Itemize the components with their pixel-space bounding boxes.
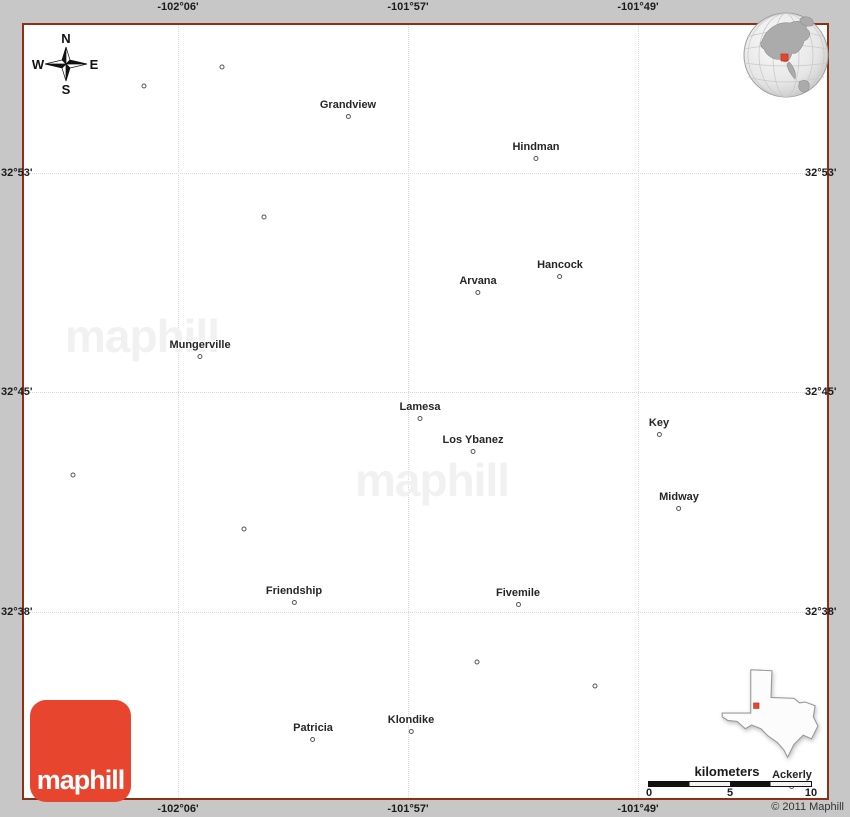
grid-line-vertical <box>638 25 639 798</box>
scale-unit-label: kilometers <box>694 764 760 779</box>
globe-landmass <box>760 16 814 93</box>
place-dot <box>470 449 476 454</box>
place-marker: Los Ybanez <box>442 434 504 454</box>
maphill-logo[interactable]: maphill <box>30 700 131 802</box>
place-marker: Key <box>649 417 669 437</box>
axis-label-latitude: 32°45' <box>1 386 33 398</box>
axis-label-longitude: -101°57' <box>387 803 429 815</box>
place-label: Mungerville <box>169 339 231 351</box>
axis-label-latitude: 32°38' <box>1 606 33 618</box>
grid-line-horizontal <box>24 173 827 174</box>
settlement-dot <box>592 683 598 689</box>
place-label: Los Ybanez <box>442 434 504 446</box>
axis-label-longitude: -101°57' <box>387 1 429 13</box>
watermark: maphill <box>64 310 220 362</box>
place-label: Lamesa <box>399 401 441 413</box>
scale-bar <box>648 781 812 787</box>
place-marker: Mungerville <box>169 339 231 359</box>
place-label: Friendship <box>265 585 323 597</box>
compass-east-label: E <box>90 57 99 72</box>
place-label: Ackerly <box>772 769 812 781</box>
place-marker: Hancock <box>537 259 583 279</box>
locator-globe <box>743 12 829 98</box>
axis-label-longitude: -101°49' <box>617 803 659 815</box>
place-dot <box>291 600 297 605</box>
maphill-logo-text: maphill <box>36 765 126 795</box>
axis-label-latitude: 32°53' <box>1 167 33 179</box>
texas-location-marker <box>753 702 760 709</box>
axis-label-longitude: -102°06' <box>157 1 199 13</box>
settlement-dot <box>241 526 247 532</box>
axis-label-latitude: 32°53' <box>805 167 837 179</box>
compass-west-label: W <box>32 57 45 72</box>
place-dot <box>475 290 481 295</box>
settlement-dot <box>474 659 480 665</box>
grid-line-vertical <box>178 25 179 798</box>
scale-tick-label: 10 <box>804 787 818 799</box>
grid-line-horizontal <box>24 392 827 393</box>
axis-label-latitude: 32°38' <box>805 606 837 618</box>
place-label: Midway <box>659 491 699 503</box>
axis-label-longitude: -102°06' <box>157 803 199 815</box>
place-dot <box>310 737 316 742</box>
place-marker: Fivemile <box>496 587 540 607</box>
settlement-dot <box>219 64 225 70</box>
scale-tick-label: 0 <box>645 787 653 799</box>
scale-tick-label: 5 <box>726 787 734 799</box>
place-marker: Lamesa <box>399 401 441 421</box>
place-label: Fivemile <box>495 587 541 599</box>
copyright-notice: © 2011 Maphill <box>771 801 844 813</box>
place-dot <box>417 416 423 421</box>
grid-line-horizontal <box>24 612 827 613</box>
settlement-dot <box>261 214 267 220</box>
place-dot <box>408 729 414 734</box>
place-label: Hancock <box>537 259 583 271</box>
place-marker: Patricia <box>293 722 333 742</box>
compass-north-label: N <box>61 31 70 46</box>
axis-label-latitude: 32°45' <box>805 386 837 398</box>
place-dot <box>557 274 563 279</box>
watermark: maphill <box>354 454 510 506</box>
place-label: Patricia <box>293 722 333 734</box>
place-dot <box>515 602 521 607</box>
place-dot <box>197 354 203 359</box>
axis-label-longitude: -101°49' <box>617 1 659 13</box>
settlement-dot <box>141 83 147 89</box>
place-marker: Hindman <box>512 141 560 161</box>
place-dot <box>676 506 682 511</box>
place-label: Arvana <box>459 275 497 287</box>
place-marker: Midway <box>659 491 699 511</box>
place-dot <box>656 432 662 437</box>
place-marker: Arvana <box>459 275 497 295</box>
place-label: Grandview <box>319 99 377 111</box>
texas-inset-map <box>721 669 819 759</box>
place-label: Hindman <box>512 141 560 153</box>
place-label: Klondike <box>387 714 435 726</box>
texas-outline <box>721 669 819 759</box>
map-canvas <box>22 23 829 800</box>
place-dot <box>345 114 351 119</box>
place-marker: Grandview <box>320 99 376 119</box>
place-marker: Klondike <box>388 714 434 734</box>
compass-rose: N S W E <box>32 31 99 97</box>
grid-line-vertical <box>408 25 409 798</box>
settlement-dot <box>70 472 76 478</box>
globe-location-marker <box>780 53 789 62</box>
place-marker: Friendship <box>266 585 322 605</box>
place-dot <box>533 156 539 161</box>
place-label: Key <box>648 417 670 429</box>
compass-south-label: S <box>62 82 71 97</box>
